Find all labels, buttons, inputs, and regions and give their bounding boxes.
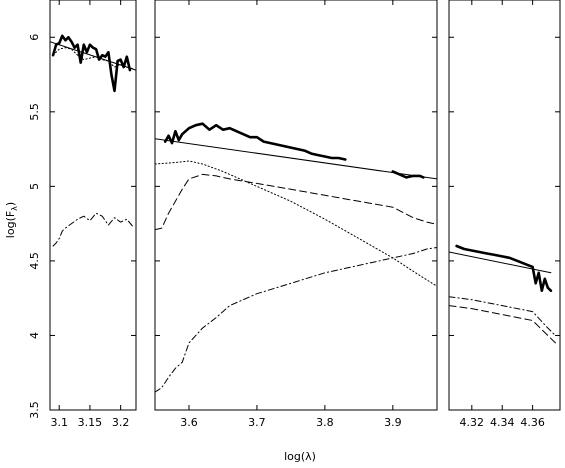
x-tick-label: 3.8 bbox=[316, 416, 334, 429]
y-tick-label: 5 bbox=[28, 183, 41, 190]
series-line-dashed bbox=[155, 173, 435, 231]
x-tick-label: 3.2 bbox=[112, 416, 130, 429]
series-line-dashdot bbox=[155, 247, 437, 393]
y-tick-label: 5.5 bbox=[28, 103, 41, 121]
series-line-thin bbox=[50, 41, 136, 71]
x-tick-label: 3.15 bbox=[78, 416, 103, 429]
series-line-thick bbox=[51, 34, 132, 93]
y-axis-label-main: log(F bbox=[4, 211, 17, 238]
x-tick-label: 3.7 bbox=[248, 416, 266, 429]
x-tick-label: 4.34 bbox=[490, 416, 515, 429]
series-line-dashdot bbox=[449, 296, 556, 336]
x-tick-label: 3.9 bbox=[384, 416, 402, 429]
y-tick-label: 4 bbox=[28, 332, 41, 339]
x-tick-label: 4.32 bbox=[460, 416, 485, 429]
series-line-thick bbox=[455, 244, 553, 293]
series-line-dotted bbox=[155, 160, 437, 287]
panel-1: 3.1 3.15 3.2 3.5 4 4.5 5 5.5 6 bbox=[28, 0, 137, 429]
x-tick-label: 3.6 bbox=[180, 416, 198, 429]
y-tick-label: 6 bbox=[28, 34, 41, 41]
x-tick-label: 4.36 bbox=[520, 416, 545, 429]
panel-frame bbox=[49, 0, 137, 411]
panel-3-series bbox=[449, 244, 556, 344]
panel-3: 4.32 4.34 4.36 bbox=[448, 0, 561, 429]
y-tick-label: 3.5 bbox=[28, 401, 41, 419]
x-axis-label: log(λ) bbox=[284, 450, 316, 463]
panel-2: 3.6 3.7 3.8 3.9 bbox=[154, 0, 438, 429]
y-tick-label: 4.5 bbox=[28, 252, 41, 270]
series-line-thick bbox=[163, 122, 347, 161]
panel-frame bbox=[154, 0, 438, 411]
x-tick-label: 3.1 bbox=[50, 416, 68, 429]
series-line-dashed bbox=[449, 305, 556, 344]
series-line-thin bbox=[449, 251, 552, 274]
series-line-thin bbox=[155, 138, 437, 180]
y-axis-label-sub: λ bbox=[10, 206, 19, 211]
series-line-dashdot bbox=[52, 212, 134, 247]
panel-1-series bbox=[50, 34, 136, 247]
chart-panels: 3.1 3.15 3.23.544.555.563.6 3.7 3.8 3.9 4.32 4.… bbox=[28, 0, 561, 429]
series-line-dotted bbox=[52, 47, 134, 70]
y-axis-label-close: ) bbox=[4, 202, 17, 206]
y-axis-label: log(Fλ) bbox=[4, 202, 19, 238]
panel-frame bbox=[448, 0, 561, 411]
panel-2-series bbox=[155, 122, 437, 393]
